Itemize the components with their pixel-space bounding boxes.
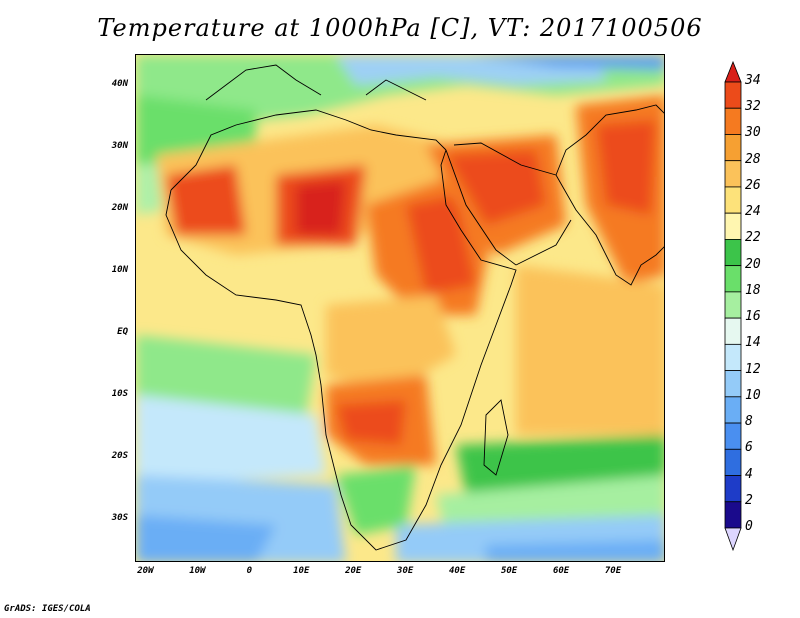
lon-tick-label: 20W: [137, 566, 154, 576]
colorbar-level-label: 12: [745, 361, 761, 377]
lon-tick-label: 70E: [604, 566, 622, 576]
lat-tick-label: 20S: [111, 450, 128, 461]
colorbar-level-label: 8: [745, 414, 753, 430]
lon-tick-label: 20E: [345, 566, 362, 576]
colorbar-box: [724, 370, 742, 398]
lon-tick-label: 50E: [500, 566, 518, 576]
lat-tick-label: 10N: [111, 264, 128, 275]
lat-tick-label: 20N: [111, 202, 128, 213]
colorbar-level-label: 20: [745, 256, 761, 272]
colorbar-level-label: 34: [745, 73, 761, 88]
colorbar-box: [724, 475, 742, 503]
colorbar-level-label: 16: [745, 309, 761, 325]
colorbar-level-label: 2: [745, 492, 753, 508]
colorbar-box: [724, 422, 742, 450]
colorbar-box: [724, 265, 742, 293]
map-canvas: [136, 55, 664, 561]
lon-tick-label: 0: [246, 566, 253, 576]
colorbar-box: [724, 81, 742, 109]
lon-tick-label: 30E: [397, 566, 414, 576]
colorbar-level-label: 4: [745, 466, 753, 482]
temperature-map: [135, 54, 665, 562]
colorbar-box: [724, 107, 742, 135]
colorbar-box: [724, 291, 742, 319]
colorbar-level-label: 28: [745, 151, 761, 167]
colorbar-level-label: 18: [745, 282, 761, 298]
colorbar-box: [724, 343, 742, 371]
colorbar-box: [724, 448, 742, 476]
colorbar-box: [724, 134, 742, 162]
lon-tick-label: 10W: [189, 566, 206, 576]
colorbar-level-label: 32: [745, 99, 761, 115]
temperature-field: [136, 55, 664, 561]
colorbar-level-label: 6: [745, 440, 753, 456]
colorbar-box: [724, 186, 742, 214]
lat-tick-label: 30S: [111, 512, 128, 523]
colorbar-level-label: 0: [745, 519, 753, 534]
colorbar-level-label: 14: [745, 335, 761, 351]
lon-tick-label: 40E: [449, 566, 466, 576]
colorbar: [724, 60, 742, 552]
colorbar-box: [724, 160, 742, 188]
colorbar-level-label: 24: [745, 204, 761, 220]
coastlines: [165, 64, 664, 551]
lat-tick-label: 30N: [111, 140, 128, 151]
lat-tick-label: 10S: [111, 388, 128, 399]
lat-tick-label: 40N: [111, 78, 128, 89]
lon-tick-label: 10E: [293, 566, 310, 576]
lat-tick-label: EQ: [117, 326, 128, 337]
colorbar-box: [724, 239, 742, 267]
colorbar-top-arrow: [724, 60, 742, 83]
colorbar-box: [724, 212, 742, 240]
colorbar-box: [724, 501, 742, 529]
grads-credit: GrADS: IGES/COLA: [4, 604, 91, 614]
map-title: Temperature at 1000hPa [C], VT: 20171005…: [97, 14, 703, 42]
colorbar-level-label: 30: [745, 125, 761, 141]
colorbar-level-label: 22: [745, 230, 761, 246]
colorbar-level-label: 10: [745, 387, 761, 403]
lon-tick-label: 60E: [552, 566, 570, 576]
colorbar-box: [724, 396, 742, 424]
colorbar-box: [724, 317, 742, 345]
colorbar-bottom-arrow: [724, 527, 742, 552]
colorbar-level-label: 26: [745, 177, 761, 193]
